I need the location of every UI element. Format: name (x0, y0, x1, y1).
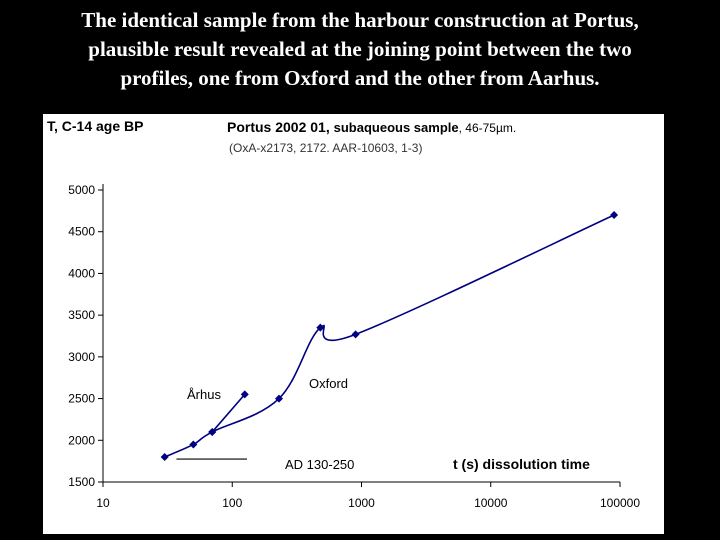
title-line-3: profiles, one from Oxford and the other … (120, 66, 600, 90)
chart-title-main: Portus 2002 01, (227, 119, 330, 135)
data-point-oxford (275, 394, 284, 403)
chart-title: Portus 2002 01, subaqueous sample, 46-75… (227, 119, 516, 135)
y-tick-label: 1500 (68, 475, 95, 489)
data-point-oxford (189, 440, 198, 449)
series-line-rhus (211, 393, 246, 433)
chart-title-end: , 46-75µm. (459, 121, 517, 135)
y-axis-label: T, C-14 age BP (47, 118, 143, 134)
y-tick-label: 2500 (68, 392, 95, 406)
data-point-oxford (160, 452, 169, 461)
x-tick-label: 1000 (348, 496, 375, 510)
series-label-oxford: Oxford (309, 376, 348, 391)
reference-line-label: AD 130-250 (285, 457, 354, 472)
y-tick-label: 3500 (68, 308, 95, 322)
chart-svg: T, C-14 age BP Portus 2002 01, subaqueou… (47, 118, 640, 510)
x-tick-label: 10000 (474, 496, 508, 510)
slide-title: The identical sample from the harbour co… (0, 6, 720, 93)
x-axis-label: t (s) dissolution time (453, 456, 590, 472)
title-line-2: plausible result revealed at the joining… (88, 37, 632, 61)
y-tick-label: 4500 (68, 225, 95, 239)
y-tick-label: 2000 (68, 433, 95, 447)
title-line-1: The identical sample from the harbour co… (81, 8, 639, 32)
chart-subtitle: (OxA-x2173, 2172. AAR-10603, 1-3) (229, 141, 422, 155)
x-tick-label: 10 (96, 496, 110, 510)
data-point-oxford (316, 323, 325, 332)
data-point-rhus (208, 427, 217, 436)
series-line-oxford (164, 214, 615, 458)
data-point-oxford (351, 330, 360, 339)
y-tick-label: 4000 (68, 266, 95, 280)
data-point-rhus (240, 390, 249, 399)
data-point-oxford (610, 211, 619, 220)
chart-title-mid: subaqueous sample (334, 120, 459, 135)
chart-panel: T, C-14 age BP Portus 2002 01, subaqueou… (43, 114, 664, 534)
x-tick-label: 100 (222, 496, 242, 510)
series-label-arhus: Århus (187, 387, 221, 402)
y-tick-label: 5000 (68, 183, 95, 197)
y-tick-label: 3000 (68, 350, 95, 364)
x-tick-label: 100000 (600, 496, 640, 510)
